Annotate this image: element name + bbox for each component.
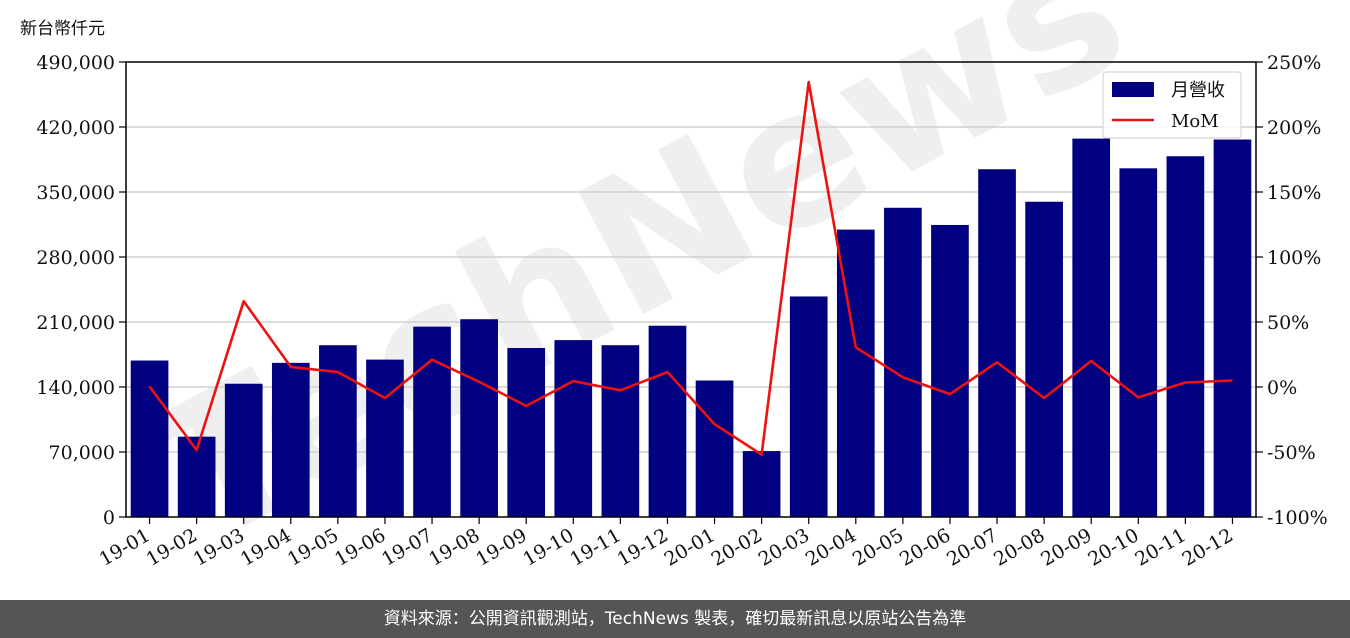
x-tick-label: 20-11 <box>1131 524 1189 570</box>
revenue-bar <box>601 345 640 517</box>
y-left-tick-label: 490,000 <box>36 52 115 74</box>
mom-line <box>148 80 1233 456</box>
y-axis-unit-label: 新台幣仟元 <box>20 19 105 39</box>
x-tick-label: 19-09 <box>472 524 530 570</box>
revenue-bar <box>130 360 169 517</box>
legend: 月營收 MoM <box>1102 71 1242 139</box>
y-left-tick-label: 350,000 <box>36 182 115 204</box>
revenue-bar <box>695 380 734 517</box>
y-left-tick-label: 140,000 <box>36 377 115 399</box>
revenue-bar <box>319 345 357 517</box>
x-tick-label: 20-05 <box>849 524 907 570</box>
x-tick-label: 19-02 <box>143 524 201 570</box>
revenue-bar <box>931 224 969 517</box>
revenue-bar <box>460 319 498 517</box>
y-left-tick-label: 70,000 <box>49 442 115 464</box>
plot-frame <box>125 61 1257 518</box>
chart: TechNews 070,000140,000210,000280,000350… <box>36 0 1328 588</box>
y-right-tick-label: -50% <box>1267 442 1316 464</box>
revenue-bar <box>1213 139 1252 518</box>
x-tick-label: 20-08 <box>990 524 1048 570</box>
revenue-bar <box>648 325 687 517</box>
y-right-tick-label: -100% <box>1267 507 1328 529</box>
x-tick-label: 20-10 <box>1084 524 1142 570</box>
y-left-tick-label: 210,000 <box>36 312 115 334</box>
x-tick-label: 20-07 <box>943 524 1001 570</box>
y-right-tick-label: 50% <box>1267 312 1309 334</box>
x-tick-label: 20-12 <box>1179 524 1237 570</box>
revenue-bar <box>554 340 593 517</box>
x-tick-label: 20-09 <box>1037 524 1095 570</box>
x-tick-label: 20-01 <box>661 524 719 570</box>
revenue-bar <box>413 326 451 517</box>
x-tick-label: 19-08 <box>425 524 483 570</box>
x-tick-label: 20-03 <box>755 524 813 570</box>
y-right-tick-label: 150% <box>1267 182 1321 204</box>
x-tick-label: 19-11 <box>566 524 624 570</box>
y-right-tick-label: 200% <box>1267 117 1321 139</box>
legend-swatch-bar <box>1112 82 1154 97</box>
revenue-bar <box>271 362 310 517</box>
x-tick-label: 20-04 <box>802 524 860 570</box>
source-footer: 資料來源：公開資訊觀測站，TechNews 製表，確切最新訊息以原站公告為準 <box>0 600 1350 638</box>
x-tick-label: 20-06 <box>896 524 954 570</box>
y-left-tick-label: 0 <box>103 507 115 529</box>
x-tick-label: 19-06 <box>331 524 389 570</box>
legend-label-mom: MoM <box>1171 111 1219 132</box>
revenue-bar <box>1025 201 1063 517</box>
revenue-bar <box>1166 156 1205 517</box>
revenue-bar <box>742 451 781 517</box>
revenue-bar <box>1072 138 1111 517</box>
y-right-tick-label: 250% <box>1267 52 1321 74</box>
revenue-bar <box>978 169 1016 517</box>
revenue-bar <box>1119 168 1158 518</box>
y-left-tick-label: 420,000 <box>36 117 115 139</box>
y-left-tick-label: 280,000 <box>36 247 115 269</box>
revenue-bar <box>366 359 404 517</box>
revenue-bar <box>224 383 263 517</box>
revenue-bar <box>884 207 922 518</box>
x-tick-label: 19-10 <box>519 524 577 570</box>
y-right-tick-label: 0% <box>1267 377 1297 399</box>
revenue-bar <box>789 296 828 517</box>
legend-label-revenue: 月營收 <box>1171 80 1225 101</box>
revenue-bar <box>507 348 546 517</box>
x-tick-label: 19-07 <box>378 524 436 570</box>
x-tick-label: 20-02 <box>708 524 766 570</box>
y-right-tick-label: 100% <box>1267 247 1321 269</box>
x-tick-label: 19-12 <box>614 524 672 570</box>
x-tick-label: 19-01 <box>96 524 154 570</box>
